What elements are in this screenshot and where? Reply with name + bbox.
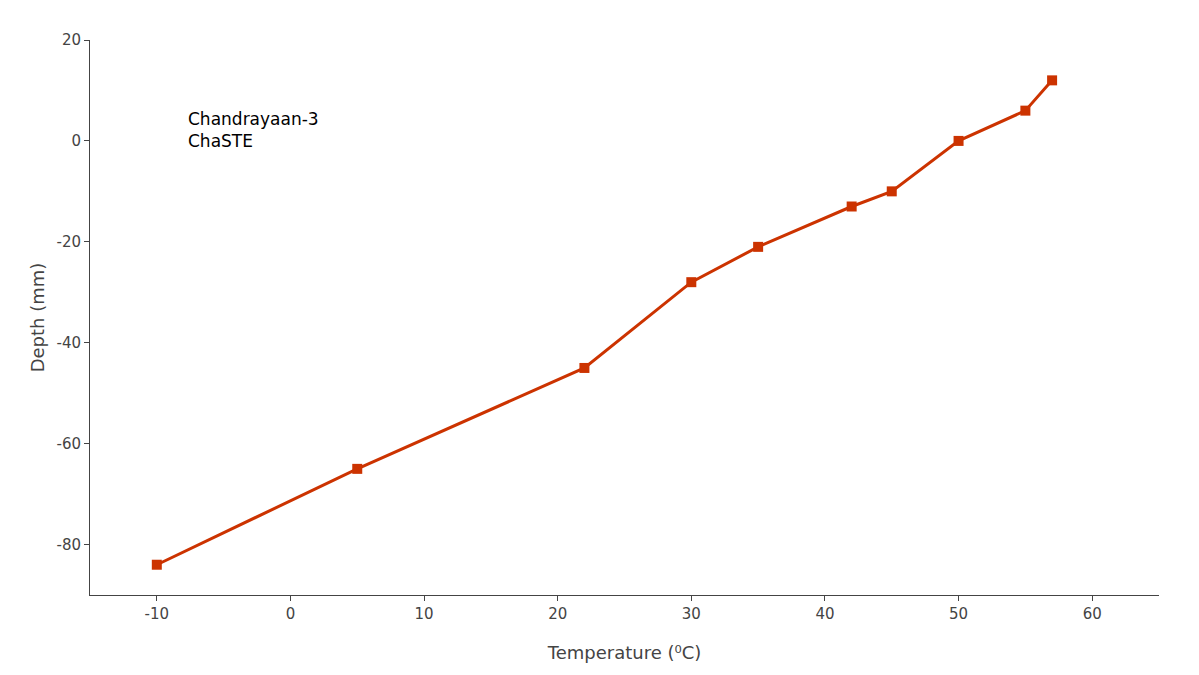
svg-text:20: 20 [548, 605, 567, 623]
svg-text:0: 0 [286, 605, 296, 623]
svg-text:60: 60 [1083, 605, 1102, 623]
svg-text:40: 40 [815, 605, 834, 623]
svg-text:30: 30 [682, 605, 701, 623]
svg-text:-60: -60 [57, 435, 82, 453]
svg-text:-20: -20 [57, 233, 82, 251]
svg-text:20: 20 [62, 31, 81, 49]
svg-text:Chandrayaan-3ChaSTE: Chandrayaan-3ChaSTE [188, 109, 319, 151]
svg-text:0: 0 [71, 132, 81, 150]
svg-text:Temperature (⁰C): Temperature (⁰C) [547, 642, 702, 663]
svg-text:-80: -80 [57, 536, 82, 554]
svg-text:-40: -40 [57, 334, 82, 352]
svg-text:Depth (mm): Depth (mm) [27, 263, 48, 373]
svg-text:-10: -10 [145, 605, 170, 623]
svg-text:10: 10 [415, 605, 434, 623]
svg-text:50: 50 [949, 605, 968, 623]
